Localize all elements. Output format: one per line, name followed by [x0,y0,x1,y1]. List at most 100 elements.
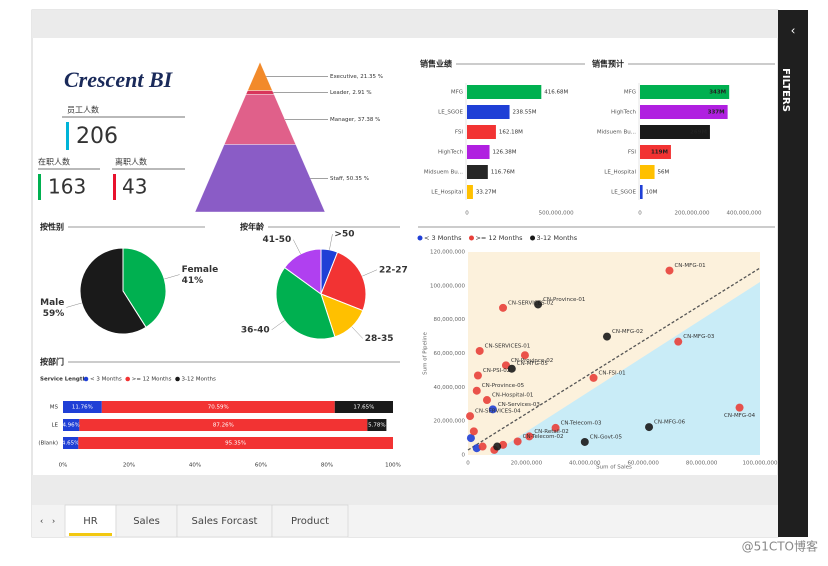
bar-value-label: 56M [658,170,670,176]
y-tick-label: 120,000,000 [430,250,465,256]
row-label: LE [51,423,58,429]
bar [640,165,655,179]
pie-value-label: 59% [43,309,65,319]
bar-category: LE_Hospital [431,190,463,196]
scatter-point [580,437,589,446]
leader-line [329,234,333,250]
x-tick-label: 400,000,000 [727,211,762,217]
bar-category: LE_SGOE [438,110,463,116]
scatter-point [551,423,560,432]
point-label: CN-Telecom-02 [523,434,564,440]
legend-dot [417,235,423,241]
section-title: 按性别 [40,222,64,232]
legend-dot [530,235,536,241]
bar-segment [367,419,387,431]
bar-segment [63,437,79,449]
segment-label: 4.96% [62,423,79,429]
kpi-value: 43 [122,175,147,199]
leader-line [271,320,285,331]
scatter-point [466,412,475,421]
leader-line [66,302,82,308]
bar [467,85,542,99]
y-tick-label: 100,000,000 [430,283,465,289]
pie-category: >50 [334,230,354,240]
bar-value-label: 337M [708,110,725,116]
tab[interactable] [176,504,273,538]
tab[interactable] [271,504,349,538]
scatter-point [478,442,487,451]
bar [467,165,488,179]
point-label: CN-FSI-01 [599,370,626,376]
pie-slice [320,251,367,312]
filters-label[interactable]: FILTERS [780,68,791,112]
bar-segment [63,401,102,413]
trend-line [467,267,761,451]
bar-category: FSI [628,150,637,156]
x-tick-label: 200,000,000 [675,211,710,217]
scatter-point [602,332,611,341]
scatter-point [472,386,481,395]
x-tick-label: 80% [321,463,333,469]
tab-next[interactable]: › [52,517,55,526]
pie-value-label: 41% [182,276,204,286]
point-label: CN-SERVICES-04 [475,409,521,415]
point-label: CN-Province-01 [543,297,585,303]
scatter-point [674,337,683,346]
point-label: CN-MFG-05 [517,361,549,367]
leader-line [362,269,378,277]
bar [467,125,496,139]
point-label: CN-Govt-05 [590,434,623,440]
bar [467,105,510,119]
bar-category: HighTech [438,150,463,156]
tab-label[interactable]: Product [291,516,329,527]
top-bar [32,10,778,38]
bar [640,105,728,119]
scatter-point [469,427,478,436]
scatter-point [525,432,534,441]
filters-pane[interactable] [778,10,808,537]
x-tick-label: 80,000,000 [686,461,718,467]
tab-label[interactable]: Sales [133,516,160,527]
bar-category: MFG [451,90,463,96]
scatter-point [645,423,654,432]
point-label: CN-MFG-01 [674,263,705,269]
bar [640,145,671,159]
x-tick-label: 100,000,000 [743,461,778,467]
segment-label: 5.78% [368,423,385,429]
tab[interactable] [64,504,117,538]
legend-dot [125,376,131,382]
watermark: @51CTO博客 [742,539,818,554]
kpi-accent [66,122,69,150]
bar-category: LE_Hospital [604,170,636,176]
section-title: 按部门 [40,357,64,367]
x-tick-label: 100% [385,463,401,469]
tab-prev[interactable]: ‹ [40,517,43,526]
bar-category: FSI [455,130,464,136]
scatter-point [534,300,543,309]
legend-label: >= 12 Months [132,377,172,383]
x-tick-label: 60,000,000 [627,461,659,467]
tab[interactable] [115,504,178,538]
scatter-point [466,434,475,443]
logo: Crescent BI [64,67,174,92]
point-label: CN-MFG-06 [654,420,686,426]
bar-category: HighTech [611,110,636,116]
tab-label[interactable]: Sales Forcast [192,516,258,527]
pyramid-label: Leader, 2.91 % [330,90,372,96]
pyramid-label: Executive, 21.35 % [330,74,383,80]
kpi-value: 163 [48,175,86,199]
y-tick-label: 60,000,000 [434,351,466,357]
row-label: (Blank) [38,441,58,447]
bar-value-label: 343M [709,90,726,96]
x-tick-label: 0 [466,461,470,467]
bar-category: MFG [624,90,636,96]
bar [640,185,643,199]
legend-dot [175,376,180,382]
tab-label[interactable]: HR [83,516,98,527]
collapse-arrow[interactable]: ‹ [791,24,796,38]
scatter-point [473,371,482,380]
segment-label: 95.35% [225,441,246,447]
bar-value-label: 238.55M [513,110,537,116]
legend-label: >= 12 Months [475,234,523,242]
